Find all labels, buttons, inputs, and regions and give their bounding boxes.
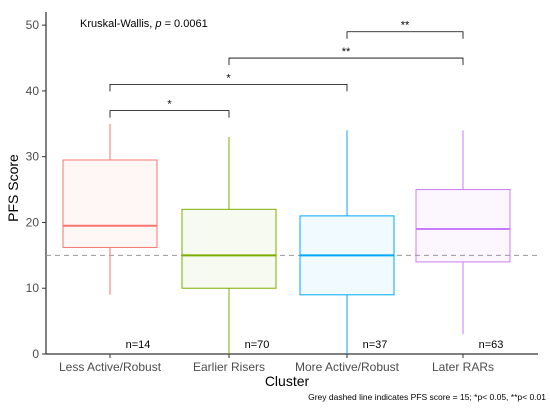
significance-label: **	[342, 46, 351, 58]
bracket-line	[109, 110, 230, 118]
n-label: n=70	[245, 339, 270, 351]
box	[181, 208, 277, 289]
y-tick-label: 10	[26, 281, 40, 295]
comparisons-layer: ******	[109, 20, 464, 118]
n-label: n=14	[126, 339, 151, 351]
box-group	[415, 130, 511, 335]
comparison-bracket: **	[228, 46, 464, 66]
kruskal-wallis-annotation: Kruskal-Wallis, p = 0.0061	[80, 18, 208, 30]
y-tick-label: 0	[32, 347, 39, 361]
box-group	[62, 123, 158, 295]
x-axis-title: Cluster	[265, 373, 310, 389]
footnote: Grey dashed line indicates PFS score = 1…	[308, 392, 546, 402]
bracket-line	[228, 57, 464, 66]
box-group	[181, 136, 277, 354]
bracket-line	[346, 31, 464, 39]
y-axis-title: PFS Score	[5, 154, 21, 222]
x-tick-label: Later RARs	[432, 360, 494, 374]
y-tick-label: 20	[26, 215, 40, 229]
x-tick-label: Earlier Risers	[193, 360, 265, 374]
n-label: n=37	[363, 339, 388, 351]
comparison-bracket: *	[109, 72, 348, 92]
p-value: = 0.0061	[162, 18, 208, 30]
axes-layer: 0 10 20 30 40 50 Less Active/Robust Earlier Ris…	[26, 12, 538, 374]
test-label: Kruskal-Wallis,	[80, 18, 155, 30]
significance-label: *	[226, 72, 231, 84]
box	[415, 189, 511, 263]
bracket-line	[109, 83, 348, 92]
significance-label: **	[401, 20, 410, 32]
comparison-bracket: **	[346, 20, 464, 39]
n-label: n=63	[479, 339, 504, 351]
box	[62, 159, 158, 248]
comparison-bracket: *	[109, 99, 230, 118]
p-symbol: p	[154, 18, 161, 30]
y-tick-label: 50	[26, 18, 40, 32]
significance-label: *	[167, 99, 172, 111]
x-tick-label: Less Active/Robust	[59, 360, 162, 374]
boxes-layer	[62, 123, 511, 354]
box-group	[299, 130, 395, 354]
x-tick-label: More Active/Robust	[295, 360, 400, 374]
y-tick-label: 40	[26, 84, 40, 98]
labels-layer: n=14 n=70 n=37 n=63	[126, 339, 504, 351]
y-tick-label: 30	[26, 150, 40, 164]
